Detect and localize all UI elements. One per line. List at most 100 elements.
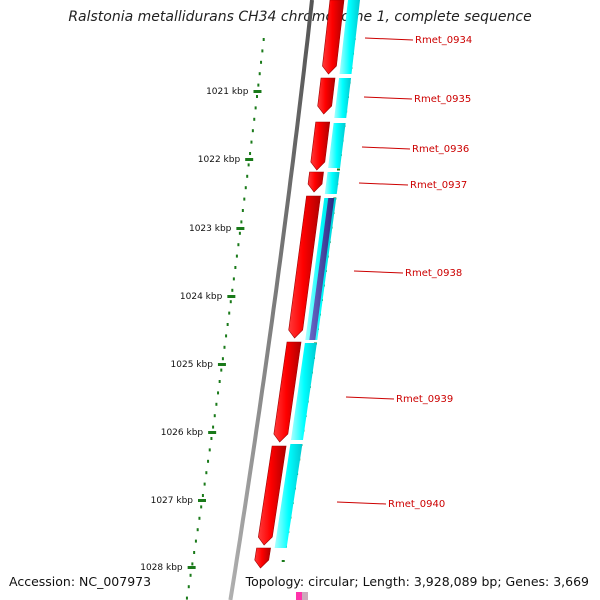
major-tick (208, 431, 217, 434)
gene-label[interactable]: Rmet_0939 (396, 394, 453, 405)
minor-tick (255, 95, 258, 98)
minor-tick (207, 459, 210, 463)
leader-line (336, 501, 387, 505)
minor-tick (191, 562, 194, 566)
cds-track (274, 0, 360, 548)
minor-tick (201, 494, 204, 497)
minor-tick (258, 72, 261, 76)
major-tick (245, 158, 254, 161)
minor-tick (220, 368, 223, 372)
scale-tick-label: 1025 kbp (171, 360, 214, 370)
minor-tick (226, 323, 229, 326)
minor-tick (241, 209, 244, 212)
accession-label: Accession: NC_007973 (9, 574, 152, 589)
scale-ticks: 1021 kbp 1022 kbp 1023 kbp 1024 kbp 1025 kbp… (140, 38, 356, 600)
gene-fragment (296, 592, 302, 600)
gene-track (254, 0, 345, 600)
minor-tick (225, 334, 228, 338)
gene-arrow (273, 341, 302, 443)
minor-tick (215, 402, 218, 406)
gene-arrow (307, 171, 324, 193)
gene-fragment (302, 592, 308, 600)
cds-block (274, 444, 303, 548)
major-tick (236, 227, 245, 230)
minor-tick (238, 231, 241, 235)
minor-tick (210, 437, 213, 440)
cds-block (339, 0, 360, 74)
minor-tick (217, 391, 220, 395)
gene-arrow (254, 547, 271, 569)
cds-block (328, 123, 346, 168)
minor-tick (244, 186, 247, 190)
minor-tick (261, 49, 264, 53)
scale-tick-label: 1021 kbp (206, 87, 249, 97)
minor-tick (229, 300, 232, 304)
minor-tick (196, 528, 199, 532)
minor-tick (208, 448, 211, 452)
minor-tick (253, 117, 256, 121)
inner-tick (336, 168, 340, 171)
major-tick (227, 295, 236, 298)
leader-line (364, 37, 414, 41)
minor-tick (231, 288, 234, 292)
leader-line (358, 182, 409, 186)
gene-label[interactable]: Rmet_0936 (412, 144, 469, 155)
minor-tick (240, 220, 243, 224)
scale-tick-label: 1026 kbp (161, 428, 204, 438)
gene-label[interactable]: Rmet_0935 (414, 94, 471, 105)
minor-tick (189, 573, 192, 577)
minor-tick (257, 83, 260, 87)
gene-arrow (322, 0, 345, 75)
backbone (228, 0, 314, 600)
minor-tick (260, 60, 263, 64)
summary-label: Topology: circular; Length: 3,928,089 bp… (245, 574, 589, 589)
minor-tick (205, 471, 208, 475)
minor-tick (194, 539, 197, 543)
scale-tick-label: 1027 kbp (151, 496, 194, 506)
scale-tick-label: 1022 kbp (198, 155, 241, 165)
minor-tick (234, 266, 237, 269)
scale-tick-label: 1023 kbp (189, 224, 232, 234)
gene-arrow (288, 195, 321, 339)
backbone-line (228, 0, 314, 600)
gene-arrow (258, 445, 287, 546)
minor-tick (218, 380, 221, 383)
highlight-cds-block (309, 198, 335, 340)
inner-tick (281, 560, 285, 562)
gene-label[interactable]: Rmet_0934 (415, 35, 472, 46)
minor-tick (232, 277, 235, 281)
cds-block (334, 78, 352, 118)
gene-labels: Rmet_0934 Rmet_0935 Rmet_0936 Rmet_0937 Rmet… (336, 35, 472, 510)
minor-tick (221, 357, 224, 361)
leader-line (361, 146, 411, 150)
cds-block (324, 172, 340, 194)
major-tick (198, 499, 206, 502)
minor-tick (247, 163, 250, 167)
gene-label[interactable]: Rmet_0940 (388, 499, 445, 510)
minor-tick (237, 243, 240, 247)
cds-block (290, 343, 317, 440)
major-tick (253, 90, 262, 93)
major-tick (187, 566, 196, 569)
minor-tick (243, 197, 246, 201)
gene-arrow (310, 121, 331, 171)
minor-tick (249, 152, 252, 155)
map-title: Ralstonia metallidurans CH34 chromosome … (68, 9, 532, 25)
minor-tick (250, 140, 253, 144)
leader-line (353, 270, 404, 274)
leader-line (345, 396, 395, 400)
minor-tick (223, 345, 226, 349)
scale-tick-label: 1028 kbp (140, 563, 183, 573)
minor-tick (203, 482, 206, 486)
minor-tick (198, 516, 201, 520)
minor-tick (185, 596, 188, 600)
minor-tick (212, 425, 215, 429)
minor-tick (213, 414, 216, 418)
leader-line (363, 96, 413, 100)
scale-tick-label: 1024 kbp (180, 292, 223, 302)
minor-tick (193, 551, 196, 554)
gene-label[interactable]: Rmet_0937 (410, 180, 467, 191)
minor-tick (200, 505, 203, 509)
gene-label[interactable]: Rmet_0938 (405, 268, 462, 279)
